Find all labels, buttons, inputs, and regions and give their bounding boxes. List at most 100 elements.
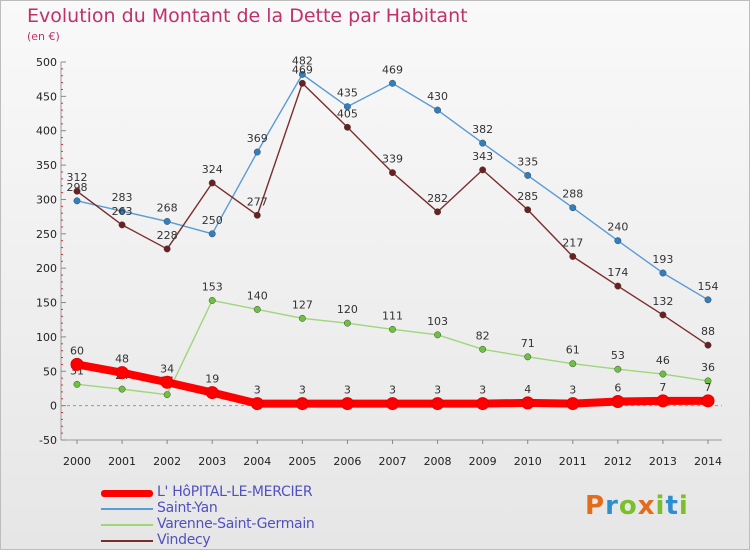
y-tick-label: 100 [36,331,57,344]
y-tick-label: 300 [36,193,57,206]
data-label: 6 [614,382,621,395]
data-point [208,230,216,238]
data-point [298,70,306,78]
x-tick-label: 2013 [649,455,677,468]
data-label: 250 [202,214,223,227]
legend-swatch-hopital [101,490,153,497]
data-point [569,204,577,212]
data-point [524,171,532,179]
data-label: 3 [479,384,486,397]
data-point [659,311,667,319]
x-tick-label: 2009 [469,455,497,468]
y-tick-label: 0 [50,400,57,413]
data-label: 82 [476,329,490,342]
data-point [704,341,712,349]
data-point [614,237,622,245]
data-point [205,386,219,400]
data-point [208,297,216,304]
logo-letter: i [678,491,689,521]
x-tick-label: 2007 [379,455,407,468]
legend-label-saint-yan: Saint-Yan [157,500,218,516]
data-label: 469 [292,63,313,76]
data-point [704,296,712,304]
data-point [118,221,126,229]
data-point [659,370,667,378]
data-label: 46 [656,354,670,367]
data-label: 127 [292,298,313,311]
data-point [566,397,580,411]
data-point [298,314,306,322]
data-label: 7 [705,381,712,394]
data-point [253,211,261,219]
y-tick-label: 350 [36,159,57,172]
legend-label-vindecy: Vindecy [157,532,211,548]
data-label: 153 [202,280,223,293]
data-point [479,139,487,147]
logo-letter: i [655,491,666,521]
data-label: 111 [382,309,403,322]
data-point [659,269,667,277]
data-point [569,360,577,368]
data-point [73,197,81,205]
data-point [524,206,532,214]
data-label: 369 [247,132,268,145]
data-label: 48 [115,353,129,366]
legend-label-hopital: L' HôPITAL-LE-MERCIER [157,484,313,500]
data-label: 61 [566,344,580,357]
data-label: 71 [521,337,535,350]
data-point [656,394,670,408]
data-label: 382 [472,123,493,136]
data-point [253,148,261,156]
data-point [163,217,171,225]
data-point [614,282,622,290]
y-tick-label: 450 [36,90,57,103]
legend-swatch-vindecy [101,540,153,542]
x-tick-label: 2005 [288,455,316,468]
data-label: 88 [701,325,715,338]
x-tick-label: 2014 [694,455,722,468]
data-point [386,397,399,411]
y-tick-label: 150 [36,297,57,310]
data-point [434,331,442,339]
data-label: 240 [607,221,628,234]
data-label: 285 [517,190,538,203]
data-label: 268 [157,201,178,214]
data-point [73,187,81,195]
data-label: 405 [337,107,358,120]
y-tick-label: 400 [36,125,57,138]
data-label: 193 [652,253,673,266]
data-label: 430 [427,90,448,103]
data-label: 312 [67,171,88,184]
data-point [208,179,216,187]
logo-letter: x [637,491,656,521]
x-tick-label: 2011 [559,455,587,468]
data-label: 3 [434,384,441,397]
logo-letter: P [585,491,606,521]
logo-letter: t [665,491,679,521]
x-tick-label: 2004 [243,455,271,468]
data-point [521,396,535,410]
data-label: 132 [652,295,673,308]
chart-title: Evolution du Montant de la Dette par Hab… [27,5,468,27]
x-tick-label: 2012 [604,455,632,468]
data-point [250,397,264,411]
y-tick-label: 200 [36,262,57,275]
x-tick-label: 2002 [153,455,181,468]
data-label: 53 [611,349,625,362]
data-point [118,385,126,393]
data-label: 3 [569,384,576,397]
data-point [479,345,487,353]
legend-swatch-varenne [101,524,153,526]
data-label: 482 [292,54,313,67]
data-label: 469 [382,63,403,76]
data-point [118,207,126,215]
data-label: 339 [382,153,403,166]
data-point [704,377,712,385]
data-label: 154 [698,280,719,293]
logo-letter: o [618,491,638,521]
x-tick-label: 2003 [198,455,226,468]
data-label: 103 [427,315,448,328]
data-label: 140 [247,289,268,302]
data-point [611,395,625,409]
